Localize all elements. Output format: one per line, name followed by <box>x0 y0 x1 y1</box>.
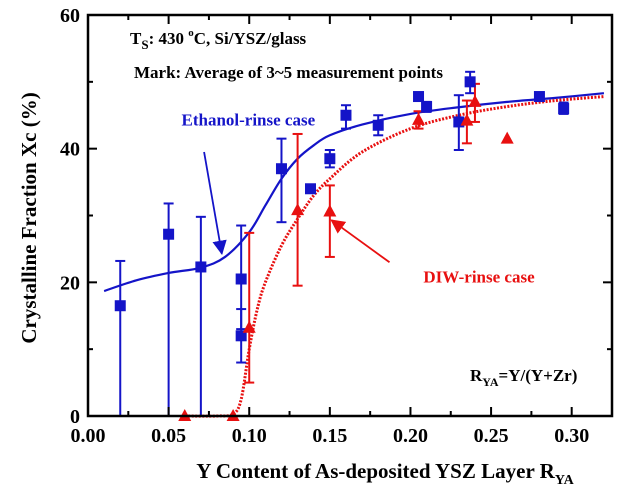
y-tick-label: 40 <box>60 139 80 161</box>
x-tick-label: 0.00 <box>71 425 106 447</box>
x-axis-ticks <box>87 15 573 416</box>
data-point <box>235 273 247 285</box>
fit-curve-series-0 <box>103 92 605 293</box>
series-labels: Ethanol-rinse case DIW-rinse case <box>182 110 536 286</box>
data-point <box>275 163 287 175</box>
y-tick-label: 60 <box>60 5 80 27</box>
data-point <box>291 203 305 216</box>
data-point <box>195 261 207 273</box>
y-axis-tick-labels: 0 20 40 60 <box>60 5 80 428</box>
data-point <box>242 320 256 333</box>
series-label-arrow <box>203 151 227 256</box>
data-point <box>460 113 474 126</box>
data-point <box>453 116 465 128</box>
data-point <box>163 228 175 240</box>
ts-annotation: TS: 430 oC, Si/YSZ/glass <box>130 27 307 52</box>
x-tick-label: 0.30 <box>554 425 589 447</box>
data-point <box>340 109 352 121</box>
data-point <box>324 153 336 165</box>
data-point <box>533 91 545 103</box>
x-tick-label: 0.15 <box>312 425 347 447</box>
x-axis-tick-labels: 0.00 0.05 0.10 0.15 0.20 0.25 0.30 <box>71 425 590 447</box>
y-axis-title: Crystalline Fraction Xc (%) <box>17 92 41 343</box>
formula-annotation: RYA=Y/(Y+Zr) <box>470 366 577 389</box>
data-point <box>235 330 247 342</box>
data-point <box>304 183 316 195</box>
series-label: Ethanol-rinse case <box>182 110 316 129</box>
x-tick-label: 0.25 <box>474 425 509 447</box>
series-label: DIW-rinse case <box>423 267 535 286</box>
y-axis-ticks <box>88 14 612 417</box>
mark-annotation: Mark: Average of 3~5 measurement points <box>134 63 443 82</box>
x-tick-label: 0.20 <box>393 425 428 447</box>
y-tick-label: 20 <box>60 272 80 294</box>
data-point <box>323 204 337 217</box>
data-point <box>464 76 476 88</box>
data-point <box>413 91 425 103</box>
x-tick-label: 0.10 <box>232 425 267 447</box>
data-point <box>372 119 384 131</box>
y-tick-label: 0 <box>70 406 80 428</box>
x-tick-label: 0.05 <box>151 425 186 447</box>
series-label-arrow <box>330 219 391 264</box>
data-point <box>412 112 426 125</box>
data-point <box>558 103 570 115</box>
data-point <box>114 300 126 312</box>
x-axis-title: Y Content of As-deposited YSZ Layer RYA <box>196 459 574 488</box>
data-point <box>468 94 482 107</box>
data-point <box>421 101 433 113</box>
data-point <box>500 131 514 144</box>
